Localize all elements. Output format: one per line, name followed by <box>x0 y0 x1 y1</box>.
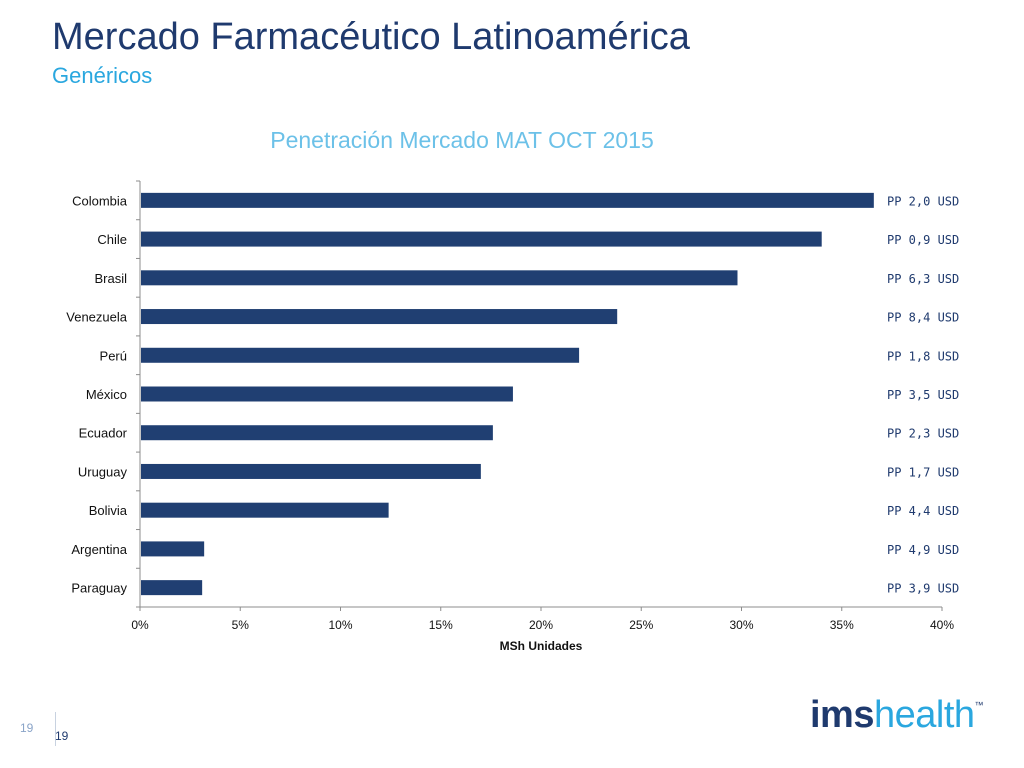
price-annotation: PP 3,5 USD <box>887 388 959 402</box>
x-tick-label: 5% <box>232 618 250 632</box>
x-tick-label: 0% <box>131 618 149 632</box>
logo-health-text: health <box>873 694 975 736</box>
x-tick-label: 30% <box>729 618 753 632</box>
x-tick-label: 35% <box>830 618 854 632</box>
price-annotation: PP 4,9 USD <box>887 543 959 557</box>
category-label: Bolivia <box>89 503 128 518</box>
slide-title: Mercado Farmacéutico Latinoamérica <box>52 16 690 58</box>
price-annotations: PP 2,0 USD PP 0,9 USD PP 6,3 USD PP 8,4 USD… <box>887 194 959 595</box>
x-tick-label: 15% <box>429 618 453 632</box>
category-label: Uruguay <box>78 464 128 479</box>
category-label: Paraguay <box>71 581 127 596</box>
chart-bars <box>141 192 874 596</box>
category-labels: Colombia Chile Brasil Venezuela Perú México Ec… <box>66 193 128 595</box>
page-number-left: 19 <box>20 721 34 735</box>
x-tick-label: 20% <box>529 618 553 632</box>
price-annotation: PP 4,4 USD <box>887 504 959 518</box>
category-label: Colombia <box>72 193 128 208</box>
bar-2 <box>141 270 738 286</box>
price-annotation: PP 3,9 USD <box>887 582 959 596</box>
bar-chart: Colombia Chile Brasil Venezuela Perú México Ec… <box>66 180 959 653</box>
footer-divider <box>55 712 56 746</box>
category-label: Chile <box>97 232 127 247</box>
tick-labels: 0% 5% 10% 15% 20% 25% 30% 35% 40% <box>131 618 954 632</box>
slide-subtitle: Genéricos <box>52 63 153 88</box>
price-annotation: PP 8,4 USD <box>887 311 959 325</box>
bar-8 <box>141 502 389 518</box>
logo-trademark: ™ <box>974 700 984 710</box>
bar-9 <box>141 541 205 557</box>
bar-3 <box>141 309 618 325</box>
category-label: Argentina <box>71 542 127 557</box>
price-annotation: PP 0,9 USD <box>887 233 959 247</box>
price-annotation: PP 1,7 USD <box>887 465 959 479</box>
category-label: Ecuador <box>79 426 128 441</box>
page-number-right: 19 <box>55 729 69 743</box>
bar-0 <box>141 192 874 208</box>
price-annotation: PP 2,3 USD <box>887 427 959 441</box>
price-annotation: PP 6,3 USD <box>887 272 959 286</box>
chart-title: Penetración Mercado MAT OCT 2015 <box>270 127 654 153</box>
category-label: México <box>86 387 127 402</box>
category-label: Brasil <box>94 271 127 286</box>
category-label: Perú <box>100 348 127 363</box>
price-annotation: PP 1,8 USD <box>887 349 959 363</box>
chart-axes <box>136 180 943 611</box>
bar-7 <box>141 463 481 479</box>
bar-5 <box>141 386 513 402</box>
logo-ims-text: ims <box>810 694 874 736</box>
bar-6 <box>141 425 493 441</box>
price-annotation: PP 2,0 USD <box>887 194 959 208</box>
x-axis-title: MSh Unidades <box>500 639 583 653</box>
x-tick-label: 10% <box>328 618 352 632</box>
x-tick-label: 40% <box>930 618 954 632</box>
category-label: Venezuela <box>66 310 127 325</box>
x-tick-label: 25% <box>629 618 653 632</box>
bar-1 <box>141 231 822 247</box>
bar-10 <box>141 580 203 596</box>
bar-4 <box>141 347 580 363</box>
imshealth-logo: imshealth™ <box>810 694 984 737</box>
